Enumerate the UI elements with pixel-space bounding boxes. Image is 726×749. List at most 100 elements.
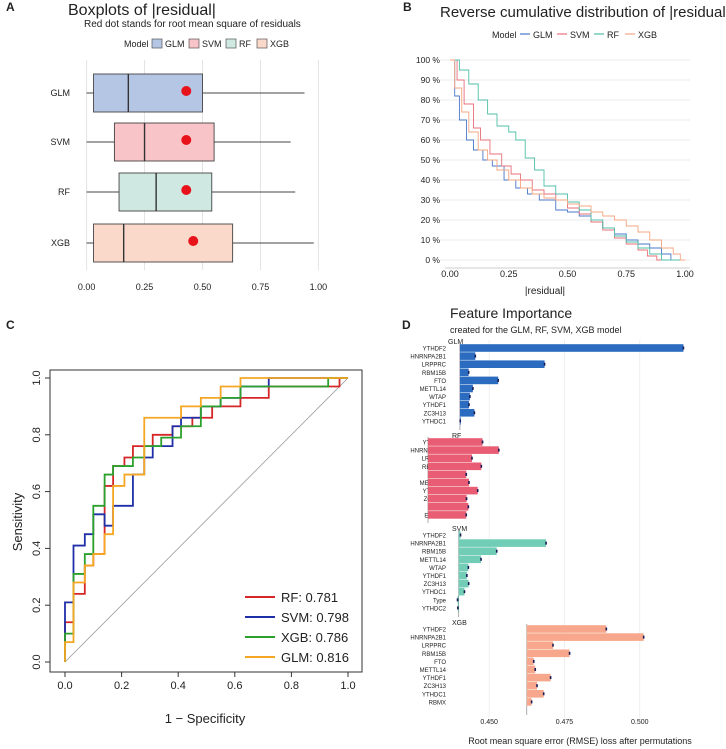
importance-bar-end	[545, 541, 547, 545]
boxplot-xtick-label: 0.00	[78, 282, 96, 292]
importance-bar-end	[472, 387, 474, 390]
importance-bar	[459, 352, 476, 360]
cdf-ytick-label: 60 %	[421, 135, 441, 145]
importance-bar-end	[530, 700, 533, 704]
roc-ytick-label: 0.2	[31, 598, 43, 613]
importance-bar	[459, 344, 684, 352]
importance-bar-end	[465, 497, 468, 501]
boxplot-rmse-dot	[181, 185, 192, 195]
importance-xtick-label: 0.450	[480, 719, 498, 726]
importance-bar	[459, 400, 469, 409]
boxplot-xtick-label: 0.75	[252, 282, 270, 292]
importance-panel-title: SVM	[452, 526, 467, 533]
roc-ytick-label: 1.0	[31, 370, 43, 385]
importance-bar-end	[463, 590, 466, 594]
importance-bar	[458, 563, 469, 572]
roc-chart: 0.0 0.2 0.4 0.6 0.8 1.0 0.0 0.2 0.4 0.6 0.8 1.0 RF: …	[31, 369, 363, 692]
roc-xtick-label: 0.6	[227, 680, 242, 692]
roc-ylabel: Sensitivity	[10, 492, 25, 551]
cdf-ytick-label: 40 %	[421, 175, 441, 185]
importance-bar	[428, 478, 469, 487]
importance-bar-end	[480, 464, 483, 468]
importance-panel-title: XGB	[452, 620, 467, 627]
cdf-legend-label: GLM	[533, 30, 553, 40]
cdf-xtick-label: 0.50	[559, 269, 577, 279]
importance-bar	[459, 376, 499, 385]
importance-feature-label: RBMX	[429, 700, 446, 706]
cdf-ytick-label: 20 %	[421, 215, 441, 225]
importance-bar	[458, 579, 469, 588]
importance-xtick-label: 0.475	[556, 719, 574, 726]
boxplot-legend-label: GLM	[165, 39, 185, 49]
importance-bar-end	[480, 557, 482, 561]
importance-feature-label: YTHDF2	[423, 347, 447, 353]
importance-feature-label: RBM15B	[422, 652, 446, 658]
importance-bar-end	[467, 565, 470, 569]
importance-bar-end	[465, 472, 468, 476]
importance-bar	[428, 486, 478, 495]
boxplot-box-svm	[113, 122, 215, 162]
cdf-chart: Model GLM SVM RF XGB 0 % 10 % 20 % 30 % 40 % 50 % 6…	[416, 30, 694, 279]
importance-bar-end	[466, 574, 468, 577]
importance-feature-label: HNRNPA2B1	[410, 355, 446, 361]
roc-xlabel: 1 − Specificity	[165, 711, 246, 726]
importance-bar-end	[456, 598, 459, 602]
importance-bar	[526, 625, 607, 633]
importance-chart: 0.450 0.475 0.500GLMYTHDF2HNRNPA2B1LRPPRCR…	[410, 339, 685, 726]
importance-bar	[428, 462, 482, 471]
importance-bar	[458, 531, 461, 539]
boxplot-chart: Model GLM SVM RF XGB 0.00 0.25 0.50 0.75 1.00 GLM S…	[50, 38, 327, 292]
importance-bar-end	[549, 676, 552, 680]
roc-legend-label: SVM: 0.798	[281, 610, 349, 625]
roc-curve-glm	[64, 377, 348, 662]
importance-bar	[459, 360, 545, 368]
importance-bar-end	[481, 440, 484, 444]
cdf-xtick-label: 0.00	[441, 269, 459, 279]
importance-feature-label: YTHDC1	[422, 590, 447, 596]
cdf-title: Reverse cumulative distribution of |resi…	[440, 4, 726, 21]
roc-xtick-label: 1.0	[340, 680, 355, 692]
importance-feature-label: LRPPRC	[422, 363, 447, 369]
importance-feature-label: WTAP	[429, 566, 446, 572]
importance-bar-end	[465, 513, 468, 517]
importance-bar-end	[497, 448, 500, 452]
importance-bar-end	[467, 370, 470, 374]
importance-bar-end	[642, 635, 645, 639]
roc-legend-label: GLM: 0.816	[281, 650, 349, 665]
roc-legend-label: RF: 0.781	[281, 590, 338, 605]
boxplot-legend-label: SVM	[202, 39, 222, 49]
importance-bar	[459, 392, 470, 401]
boxplot-rmse-dot	[181, 86, 192, 96]
importance-feature-label: YTHDF1	[423, 403, 447, 409]
importance-feature-label: YTHDC1	[422, 419, 447, 425]
roc-legend-label: XGB: 0.786	[281, 630, 348, 645]
cdf-xtick-label: 0.75	[617, 269, 635, 279]
importance-bar-end	[534, 668, 537, 671]
importance-bar-end	[468, 403, 470, 407]
importance-bar	[458, 587, 465, 596]
roc-ytick-label: 0.8	[31, 427, 43, 442]
importance-bar	[458, 539, 547, 547]
importance-bar-end	[457, 606, 459, 610]
panel-label-c: C	[6, 318, 15, 332]
boxplot-subtitle: Red dot stands for root mean square of r…	[84, 19, 301, 30]
roc-ytick-label: 0.6	[31, 484, 43, 499]
importance-bar	[428, 470, 467, 479]
roc-xtick-label: 0.4	[171, 680, 186, 692]
boxplot-xtick-label: 0.25	[136, 282, 154, 292]
roc-xtick-label: 0.8	[284, 680, 299, 692]
cdf-legend-label: RF	[607, 30, 619, 40]
importance-bar	[458, 555, 482, 564]
cdf-xtick-label: 1.00	[676, 269, 694, 279]
importance-feature-label: HNRNPA2B1	[410, 636, 446, 642]
importance-bar-end	[473, 411, 476, 415]
importance-bar-end	[536, 684, 538, 688]
boxplot-box-rf	[118, 172, 213, 212]
boxplot-legend-title: Model	[124, 39, 149, 49]
importance-feature-label: YTHDF1	[423, 676, 447, 682]
cdf-series-svm	[450, 59, 685, 261]
cdf-ytick-label: 0 %	[425, 255, 440, 265]
importance-bar-end	[474, 354, 477, 358]
cdf-xtick-label: 0.25	[500, 269, 518, 279]
importance-feature-label: FTO	[434, 379, 446, 385]
